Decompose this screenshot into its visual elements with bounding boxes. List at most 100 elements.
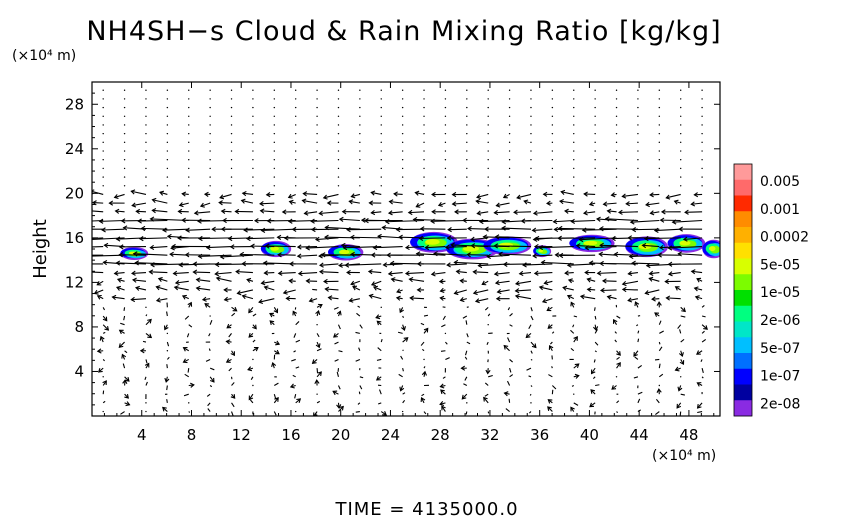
wind-vector (503, 193, 510, 198)
wind-vector (196, 279, 211, 282)
wind-vector (614, 331, 617, 334)
wind-vector (133, 253, 168, 256)
wind-vector (508, 141, 511, 144)
wind-vector (145, 185, 147, 187)
wind-vector (380, 306, 382, 309)
wind-vector-head (574, 363, 580, 369)
wind-vector (680, 106, 682, 109)
wind-vector (139, 237, 168, 240)
legend-swatch (734, 164, 752, 181)
wind-vector-head (399, 386, 405, 392)
wind-vector (507, 337, 511, 343)
wind-vector-head (386, 252, 391, 258)
wind-vector-head (494, 234, 500, 240)
wind-vector (209, 367, 215, 371)
wind-vector (645, 202, 660, 206)
wind-vector (93, 202, 104, 204)
wind-vector-head (122, 225, 128, 231)
wind-vector-head (531, 343, 537, 349)
wind-vector (252, 185, 254, 187)
wind-vector (316, 89, 318, 91)
wind-vector-head (604, 216, 610, 222)
wind-vector (528, 375, 532, 378)
wind-vector-head (407, 209, 413, 216)
wind-vector (119, 254, 146, 256)
wind-vector (668, 246, 703, 249)
wind-vector (402, 315, 404, 318)
wind-vector (509, 324, 513, 327)
wind-vector (252, 159, 254, 161)
wind-vector-head (541, 298, 547, 304)
wind-vector-head (657, 252, 662, 258)
wind-vector (145, 319, 152, 326)
wind-vector (264, 286, 275, 291)
wind-vector-head (482, 234, 488, 240)
wind-vector (144, 376, 147, 380)
wind-vector-head (617, 209, 623, 215)
wind-vector-head (588, 260, 594, 266)
wind-vector (488, 374, 493, 378)
wind-vector-head (654, 312, 660, 317)
wind-vector-head (648, 276, 654, 282)
wind-vector-head (223, 287, 228, 293)
wind-vector-head (547, 324, 553, 329)
wind-vector (188, 106, 190, 109)
legend-swatch (734, 384, 752, 401)
wind-vector (539, 286, 553, 291)
wind-vector (371, 211, 382, 214)
wind-vector-head (656, 301, 662, 306)
wind-vector-head (252, 324, 257, 330)
wind-vector (425, 246, 446, 249)
wind-vector (666, 193, 681, 199)
wind-vector-head (130, 296, 136, 303)
wind-vector (219, 202, 232, 204)
wind-vector (519, 272, 532, 275)
wind-vector (337, 124, 340, 126)
wind-vector-head (185, 227, 190, 233)
wind-vector (701, 89, 703, 91)
wind-vector (695, 296, 703, 300)
wind-vector (632, 262, 660, 265)
wind-vector (475, 298, 489, 302)
wind-vector (680, 98, 682, 100)
wind-vector-head (567, 278, 573, 284)
wind-vector (135, 262, 168, 265)
wind-vector-head (219, 254, 225, 260)
wind-vector (616, 400, 620, 404)
wind-vector (597, 272, 617, 274)
wind-vector (401, 141, 404, 144)
wind-vector-head (226, 323, 232, 329)
wind-vector (434, 252, 467, 256)
wind-vector (423, 89, 425, 91)
wind-vector (658, 141, 661, 144)
wind-vector (294, 98, 297, 100)
wind-vector-head (401, 326, 406, 332)
wind-vector-head (671, 219, 677, 225)
wind-vector-head (364, 218, 369, 224)
wind-vector (323, 193, 339, 199)
wind-vector-head (166, 233, 172, 240)
wind-vector-head (102, 316, 108, 322)
wind-vector-head (678, 352, 684, 358)
wind-vector (359, 159, 361, 161)
wind-vector (337, 185, 340, 187)
wind-vector (423, 176, 425, 178)
legend-swatch (734, 337, 752, 354)
wind-vector (405, 272, 425, 275)
wind-vector (102, 331, 106, 334)
wind-vector (378, 235, 403, 239)
wind-vector-head (197, 218, 202, 224)
wind-vector (205, 358, 211, 362)
wind-vector-head (553, 226, 559, 233)
wind-vector-head (248, 332, 254, 338)
wind-vector-head (494, 280, 500, 286)
wind-vector (701, 305, 705, 308)
wind-vector (593, 359, 596, 363)
wind-vector-head (486, 253, 491, 260)
wind-vector-head (611, 385, 617, 390)
wind-vector-head (326, 200, 332, 206)
wind-vector (184, 373, 190, 378)
wind-vector-head (324, 234, 329, 240)
wind-vector-head (560, 189, 566, 195)
wind-vector (145, 402, 147, 404)
